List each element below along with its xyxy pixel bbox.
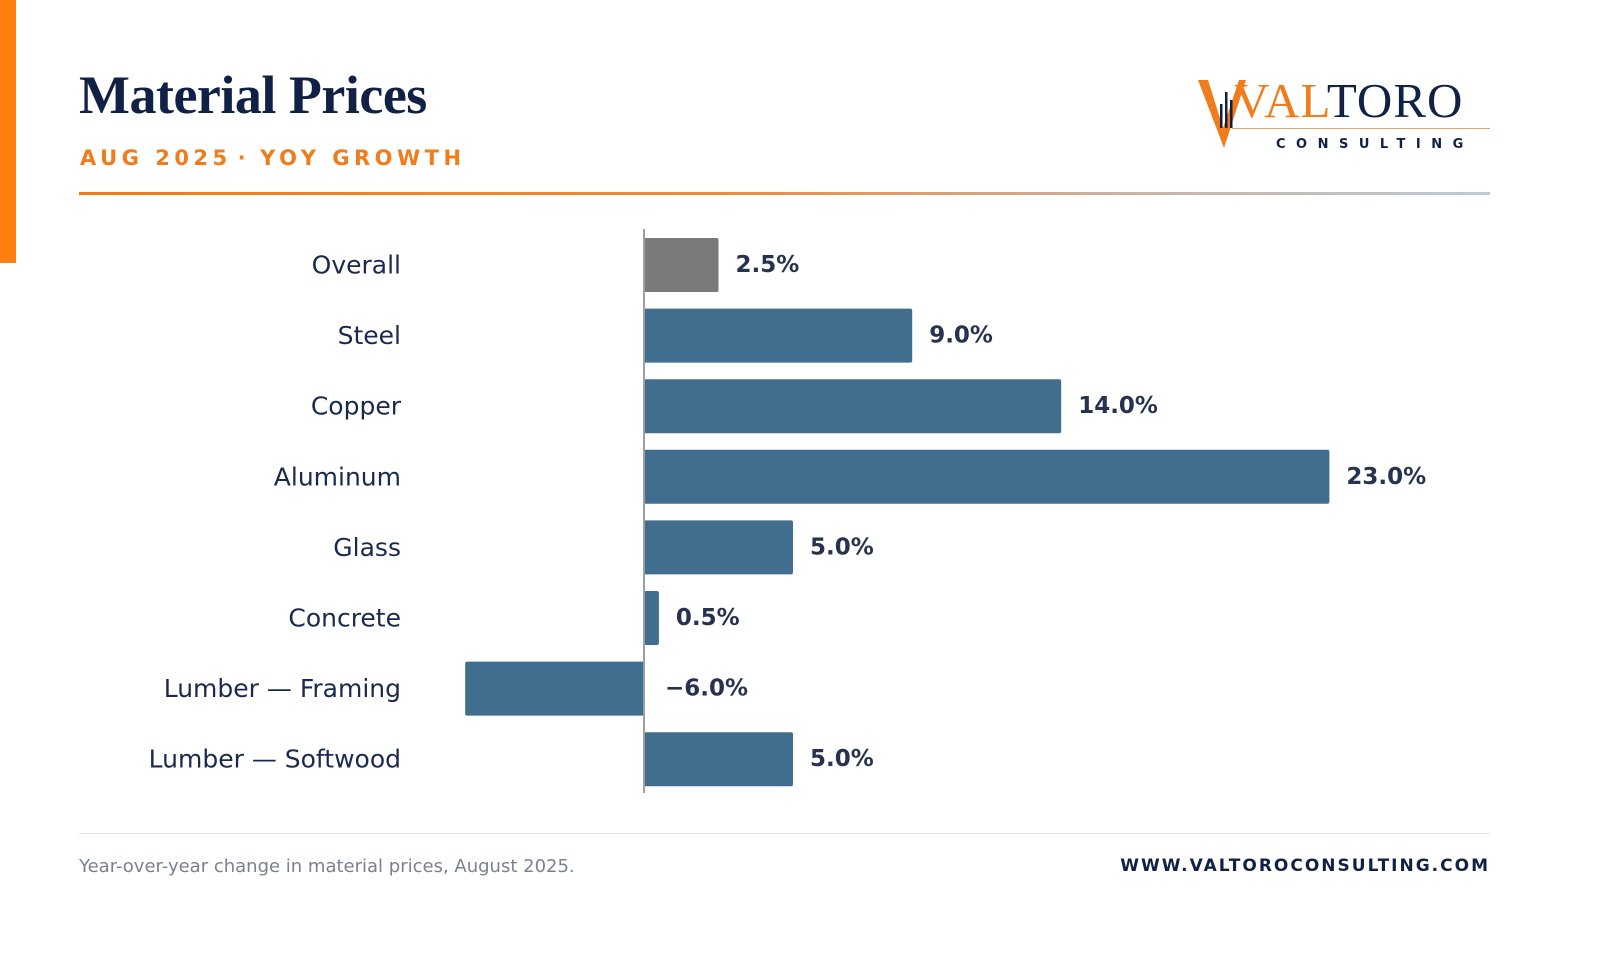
footer-divider xyxy=(79,833,1490,834)
accent-strip xyxy=(0,0,16,263)
subtitle: AUG 2025 · YOY GROWTH xyxy=(80,146,466,170)
value-label-overall: 2.5% xyxy=(736,252,800,278)
logo-rule xyxy=(1232,128,1490,129)
bar-concrete xyxy=(644,591,659,645)
logo-tagline: CONSULTING xyxy=(1276,137,1474,152)
logo-mark-icon xyxy=(1198,80,1246,148)
footer-note: Year-over-year change in material prices… xyxy=(79,856,575,877)
category-label-copper: Copper xyxy=(311,392,402,421)
bar-steel xyxy=(644,308,913,363)
category-label-aluminum: Aluminum xyxy=(274,462,401,491)
header-divider xyxy=(79,192,1490,195)
bar-glass xyxy=(644,520,793,575)
bar-lumber-softwood xyxy=(644,732,793,787)
category-label-overall: Overall xyxy=(312,251,401,280)
bar-lumber-framing xyxy=(465,661,644,716)
bar-overall xyxy=(644,238,719,292)
page-title: Material Prices xyxy=(79,65,427,125)
category-label-steel: Steel xyxy=(338,321,401,350)
value-label-copper: 14.0% xyxy=(1078,393,1158,419)
value-label-lumber-framing: −6.0% xyxy=(665,676,748,702)
value-label-aluminum: 23.0% xyxy=(1346,464,1426,490)
bar-copper xyxy=(644,379,1062,434)
subtitle-period: AUG 2025 xyxy=(80,146,232,170)
logo-wordmark-main: TORO xyxy=(1326,73,1464,128)
subtitle-metric: YOY GROWTH xyxy=(260,146,466,170)
footer-website-link[interactable]: WWW.VALTOROCONSULTING.COM xyxy=(1120,856,1490,876)
value-label-lumber-softwood: 5.0% xyxy=(810,746,874,772)
category-label-concrete: Concrete xyxy=(288,604,401,633)
value-label-concrete: 0.5% xyxy=(676,605,740,631)
subtitle-separator: · xyxy=(237,146,251,170)
category-label-lumber-softwood: Lumber — Softwood xyxy=(149,745,401,774)
logo-wordmark-accent: VAL xyxy=(1234,73,1327,128)
category-label-glass: Glass xyxy=(333,533,401,562)
value-label-steel: 9.0% xyxy=(929,323,993,349)
bar-aluminum xyxy=(644,449,1330,504)
logo-wordmark: VALTORO xyxy=(1234,76,1463,125)
company-logo: VALTORO CONSULTING xyxy=(1196,76,1496,156)
category-label-lumber-framing: Lumber — Framing xyxy=(164,674,401,703)
value-label-glass: 5.0% xyxy=(810,534,874,560)
